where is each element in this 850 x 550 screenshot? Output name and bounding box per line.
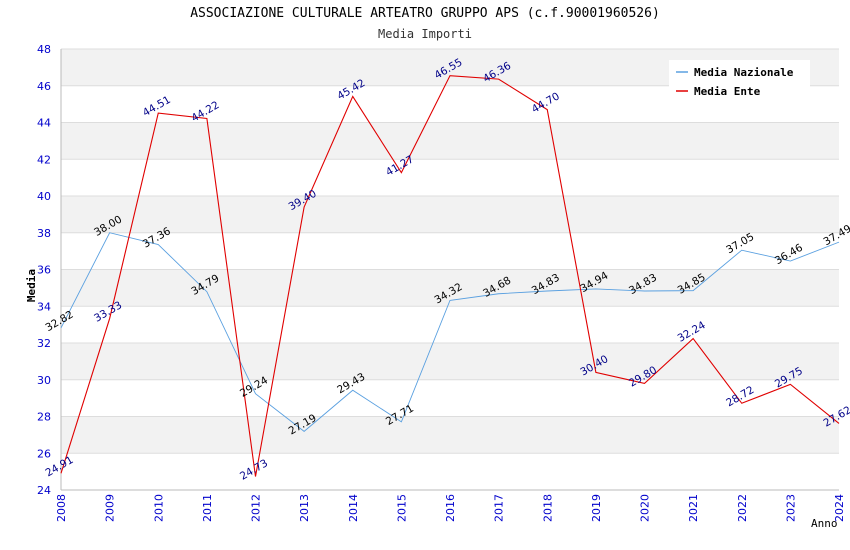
x-tick-label: 2011 [201,494,214,522]
axes [60,49,839,491]
legend-box [669,60,810,103]
y-tick-label: 38 [37,227,51,240]
y-tick-label: 28 [37,411,51,424]
x-tick-label: 2008 [55,494,68,522]
x-tick-label: 2009 [104,494,117,522]
grid-lines [61,48,839,491]
series-lines [60,75,840,477]
series-line-media-nazionale [60,232,840,432]
legend-label-media-nazionale: Media Nazionale [694,66,794,79]
y-tick-labels: 24 26 28 30 32 34 36 38 40 42 44 46 48 [37,43,51,497]
x-tick-label: 2014 [347,494,360,522]
legend: Media Nazionale Media Ente [669,60,810,103]
chart-title: ASSOCIAZIONE CULTURALE ARTEATRO GRUPPO A… [190,6,660,21]
grid-band [61,379,839,417]
y-tick-label: 30 [37,374,51,387]
y-tick-label: 46 [37,80,51,93]
y-tick-label: 40 [37,190,51,203]
grid-band [61,453,839,490]
grid-band [61,196,839,233]
x-tick-label: 2020 [639,494,652,522]
x-tick-label: 2018 [541,494,554,522]
legend-label-media-ente: Media Ente [694,85,761,98]
x-tick-label: 2017 [493,494,506,522]
x-axis-label: Anno [811,517,838,530]
x-tick-label: 2019 [590,494,603,522]
grid-band [61,416,839,454]
series-line-media-ente [60,75,840,477]
x-tick-label: 2010 [152,494,165,522]
x-tick-label: 2024 [833,494,846,522]
y-tick-label: 42 [37,153,51,166]
x-tick-label: 2012 [250,494,263,522]
x-tick-label: 2013 [298,494,311,522]
x-tick-label: 2021 [687,494,700,522]
x-tick-label: 2022 [736,494,749,522]
x-tick-labels: 2008 2009 2010 2011 2012 2013 2014 2015 2016 2017… [55,494,846,522]
y-tick-label: 32 [37,337,51,350]
grid-band [61,306,839,343]
x-tick-label: 2016 [444,494,457,522]
y-tick-label: 36 [37,264,51,277]
grid-band [61,159,839,196]
chart-subtitle: Media Importi [378,27,472,41]
x-tick-label: 2023 [784,494,797,522]
y-axis-label: Media [25,269,38,302]
y-tick-label: 26 [37,447,51,460]
y-tick-label: 44 [37,117,51,130]
y-tick-label: 48 [37,43,51,56]
y-tick-label: 34 [37,300,51,313]
grid-band [61,232,839,270]
grid-band [61,122,839,160]
grid-band [61,343,839,380]
y-tick-label: 24 [37,484,51,497]
x-tick-label: 2015 [395,494,408,522]
